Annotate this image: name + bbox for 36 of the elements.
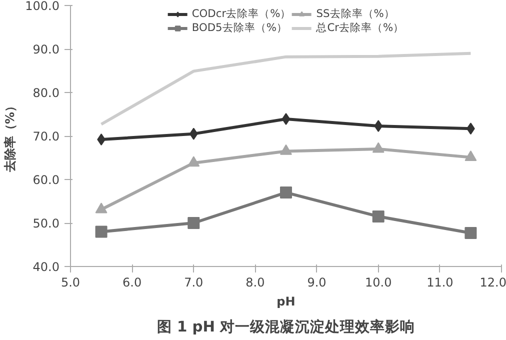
legend-label: 总Cr去除率（%） — [316, 21, 404, 35]
point — [95, 202, 108, 214]
y-tick-label: 70.0 — [32, 130, 60, 144]
legend-label: SS去除率（%） — [316, 7, 395, 21]
point — [188, 156, 200, 167]
x-tick-label: 7.0 — [184, 276, 204, 290]
x-tick-label: 5.0 — [60, 276, 80, 290]
y-tick-label: 90.0 — [32, 42, 60, 56]
line-series — [100, 52, 472, 126]
x-tick-label: 6.0 — [122, 276, 142, 290]
x-tick-label: 11.0 — [426, 276, 454, 290]
point — [372, 210, 384, 222]
point — [464, 150, 477, 161]
y-tick-label: 100.0 — [25, 0, 60, 13]
legend-label: CODcr去除率（%） — [192, 7, 292, 21]
y-tick-label: 40.0 — [32, 260, 60, 274]
point — [188, 217, 200, 229]
legend-label: BOD5去除率（%） — [192, 21, 288, 35]
y-axis-title: 去除率（%） — [3, 100, 18, 174]
y-tick-label: 80.0 — [32, 86, 60, 100]
text: 图 1 pH 对一级混凝沉淀处理效率影响 — [156, 318, 416, 336]
point — [280, 144, 292, 155]
point — [280, 186, 292, 199]
point — [95, 226, 108, 238]
point — [189, 128, 198, 140]
x-tick-label: 9.0 — [307, 276, 326, 290]
point — [374, 120, 383, 132]
point — [372, 142, 384, 153]
x-tick-label: 8.0 — [246, 276, 265, 290]
y-tick-label: 60.0 — [32, 173, 60, 187]
point — [464, 227, 477, 240]
x-axis-title: pH — [276, 294, 296, 308]
y-tick-label: 50.0 — [32, 216, 60, 230]
point — [282, 113, 290, 126]
x-tick-label: 12.0 — [480, 276, 506, 290]
x-tick-label: 10.0 — [365, 276, 392, 290]
